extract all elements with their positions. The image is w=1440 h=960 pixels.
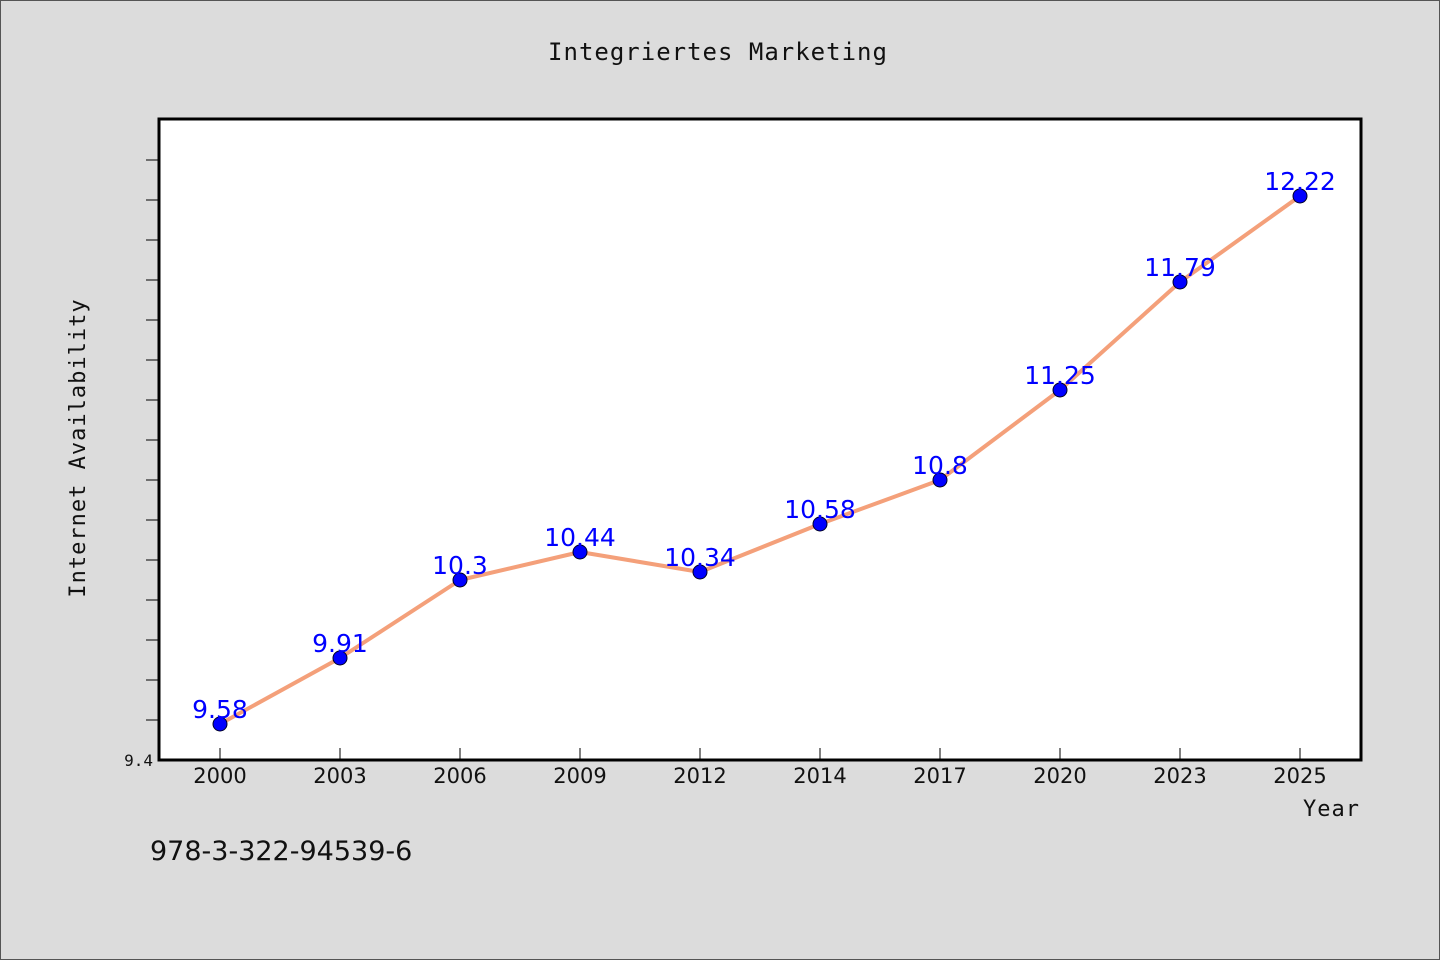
y-axis-min-label: 9.4 — [124, 751, 153, 770]
series-line — [218, 194, 1302, 726]
plot-area — [157, 117, 1363, 762]
data-label: 10.44 — [544, 523, 616, 552]
isbn-text: 978-3-322-94539-6 — [150, 836, 413, 867]
x-tick-label: 2012 — [673, 764, 726, 788]
y-axis-label: Internet Availability — [66, 298, 91, 597]
data-label: 11.25 — [1024, 361, 1096, 390]
data-point — [1172, 274, 1188, 290]
x-tick-label: 2006 — [433, 764, 486, 788]
x-tick-label: 2020 — [1033, 764, 1086, 788]
data-label: 11.79 — [1144, 253, 1216, 282]
x-axis-label: Year — [1303, 797, 1360, 822]
x-tick-label: 2025 — [1273, 764, 1326, 788]
series-group: 9.58 9.91 10.3 10.44 10.34 10.58 10.8 11.25 11.7… — [192, 167, 1336, 732]
x-tick-label: 2000 — [193, 764, 246, 788]
data-point — [812, 516, 828, 532]
data-label: 12.22 — [1264, 167, 1336, 196]
chart-title: Integriertes Marketing — [548, 38, 888, 66]
data-label: 9.91 — [312, 629, 368, 658]
data-label: 10.58 — [784, 495, 856, 524]
data-point — [1052, 382, 1068, 398]
data-label: 10.3 — [432, 551, 488, 580]
data-label: 9.58 — [192, 695, 248, 724]
x-tick-label: 2014 — [793, 764, 846, 788]
data-point — [572, 544, 588, 560]
data-point — [212, 716, 228, 732]
x-tick-label: 2009 — [553, 764, 606, 788]
data-point — [692, 564, 708, 580]
x-axis-ticks: 2000 2003 2006 2009 2012 2014 2017 2020 2023 2025 — [193, 748, 1327, 788]
data-point — [1292, 188, 1308, 204]
x-tick-label: 2017 — [913, 764, 966, 788]
x-tick-label: 2003 — [313, 764, 366, 788]
data-label: 10.34 — [664, 543, 736, 572]
data-point — [332, 650, 348, 666]
y-axis-ticks — [146, 159, 160, 721]
data-point — [452, 572, 468, 588]
data-point — [932, 472, 948, 488]
x-tick-label: 2023 — [1153, 764, 1206, 788]
data-label: 10.8 — [912, 451, 968, 480]
